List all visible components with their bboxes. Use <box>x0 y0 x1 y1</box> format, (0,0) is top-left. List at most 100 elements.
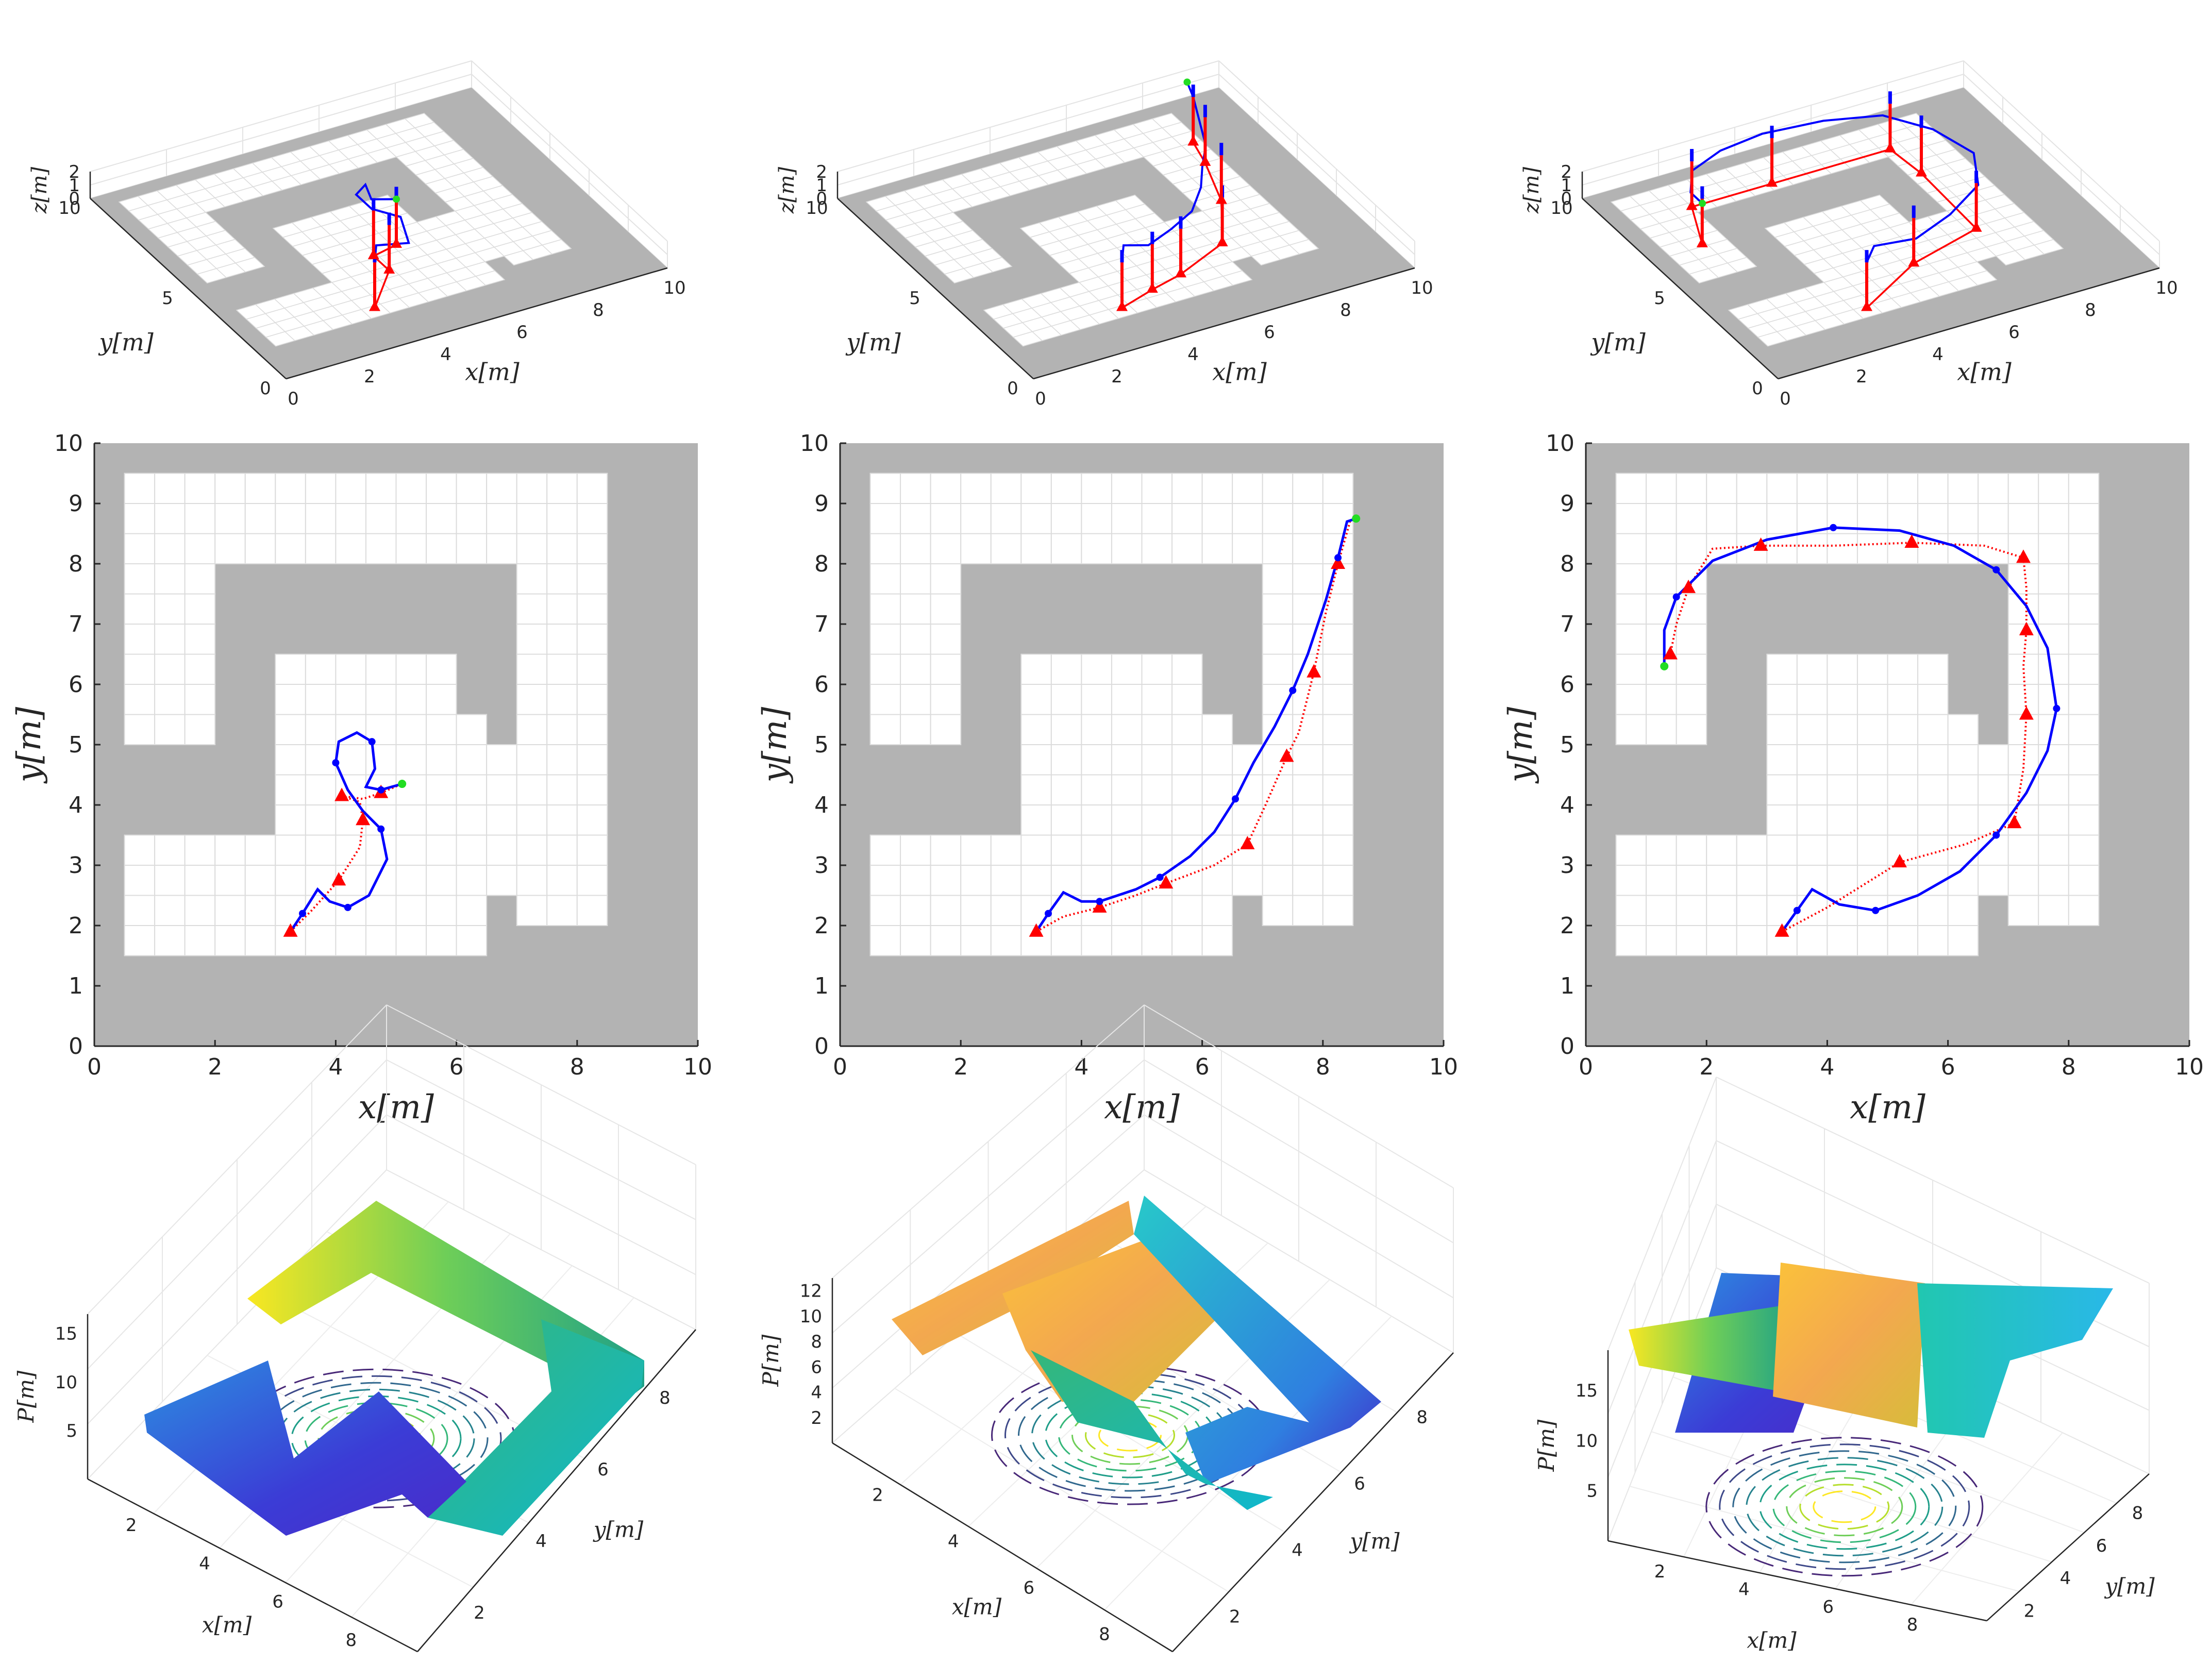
free-cell <box>335 834 366 866</box>
y-tick-label: 10 <box>806 198 828 219</box>
free-cell <box>1111 503 1143 534</box>
x-axis-label: x[m] <box>1212 358 1267 386</box>
free-cell <box>1020 804 1052 836</box>
free-cell <box>456 744 488 776</box>
grid-line <box>837 60 1219 172</box>
free-cell <box>1322 624 1354 655</box>
free-cell <box>1292 774 1324 805</box>
grid-line <box>386 1004 696 1165</box>
free-cell <box>1292 533 1324 564</box>
free-cell <box>1111 834 1143 866</box>
reference-waypoint-marker <box>1240 836 1255 850</box>
free-cell <box>154 473 186 504</box>
free-cell <box>275 714 306 745</box>
free-cell <box>1978 473 2009 504</box>
free-cell <box>426 865 457 896</box>
contour-line <box>1786 1477 1903 1537</box>
free-cell <box>214 925 246 956</box>
free-cell <box>1887 804 1919 836</box>
reference-waypoint-marker <box>1029 923 1044 937</box>
free-cell <box>1796 744 1828 776</box>
free-cell <box>1615 925 1647 956</box>
free-cell <box>1887 774 1919 805</box>
grid-line <box>471 74 668 255</box>
x-tick-label: 8 <box>570 1054 584 1080</box>
free-cell <box>275 834 306 866</box>
free-cell <box>1232 533 1263 564</box>
free-cell <box>1050 744 1082 776</box>
reference-waypoint-marker <box>1916 166 1927 177</box>
plot-surface-2: 2 4 6 8 2 4 6 8 2 4 6 8 10 12 x[m] y[m] P[m] <box>758 1004 1454 1653</box>
free-cell <box>456 774 488 805</box>
y-tick-label: 0 <box>814 1033 829 1060</box>
x-tick-label: 6 <box>1195 1054 1210 1080</box>
grid-line <box>1716 1077 2150 1284</box>
x-tick-label: 2 <box>1111 366 1123 387</box>
free-cell <box>930 473 962 504</box>
reference-waypoint-marker <box>1092 899 1107 913</box>
free-cell <box>900 865 931 896</box>
free-cell <box>275 473 306 504</box>
free-cell <box>154 653 186 685</box>
free-cell <box>1020 774 1052 805</box>
free-cell <box>2068 533 2100 564</box>
free-cell <box>1856 804 1888 836</box>
free-cell <box>1978 834 2009 866</box>
free-cell <box>2068 653 2100 685</box>
x-tick-label: 0 <box>288 389 299 409</box>
y-axis-label: y[m] <box>756 707 794 784</box>
free-cell <box>1141 714 1173 745</box>
free-cell <box>486 473 517 504</box>
grid-line <box>1218 74 1415 255</box>
free-cell <box>426 925 457 956</box>
reference-waypoint-marker <box>1892 854 1907 868</box>
free-cell <box>1856 774 1888 805</box>
z-axis-label: P[m] <box>13 1370 39 1423</box>
free-cell <box>154 834 186 866</box>
y-tick-label: 8 <box>1560 551 1574 577</box>
free-cell <box>1917 653 1949 685</box>
free-cell <box>930 624 962 655</box>
free-cell <box>1615 865 1647 896</box>
free-cell <box>2038 533 2069 564</box>
z-tick-label: 1 <box>816 175 827 196</box>
free-cell <box>426 473 457 504</box>
free-cell <box>1887 653 1919 685</box>
free-cell <box>1141 925 1173 956</box>
free-cell <box>244 925 276 956</box>
free-cell <box>1706 533 1737 564</box>
free-cell <box>1050 714 1082 745</box>
free-cell <box>1020 834 1052 866</box>
free-cell <box>124 865 156 896</box>
reference-waypoint-marker <box>1215 193 1227 204</box>
actual-waypoint-marker <box>1992 831 2000 839</box>
free-cell <box>1856 744 1888 776</box>
x-axis-line <box>1778 267 2160 380</box>
free-cell <box>1646 533 1677 564</box>
free-cell <box>1292 865 1324 896</box>
free-cell <box>1141 684 1173 715</box>
free-cell <box>1111 714 1143 745</box>
free-cell <box>1856 533 1888 564</box>
free-cell <box>1171 744 1203 776</box>
free-cell <box>576 563 608 595</box>
y-axis-line <box>417 1329 696 1652</box>
free-cell <box>1978 533 2009 564</box>
free-cell <box>1081 834 1112 866</box>
x-tick-label: 10 <box>1429 1054 1458 1080</box>
x-axis-label: x[m] <box>1747 1628 1797 1653</box>
free-cell <box>1151 112 1182 128</box>
free-cell <box>990 865 1022 896</box>
free-cell <box>1676 533 1707 564</box>
x-tick-label: 6 <box>1822 1597 1834 1618</box>
free-cell <box>1081 653 1112 685</box>
free-cell <box>1887 744 1919 776</box>
actual-waypoint-marker <box>377 825 385 833</box>
free-cell <box>456 473 488 504</box>
free-cell <box>1796 714 1828 745</box>
free-cell <box>576 774 608 805</box>
grid-line <box>90 60 472 172</box>
contour-line <box>1746 1457 1944 1557</box>
